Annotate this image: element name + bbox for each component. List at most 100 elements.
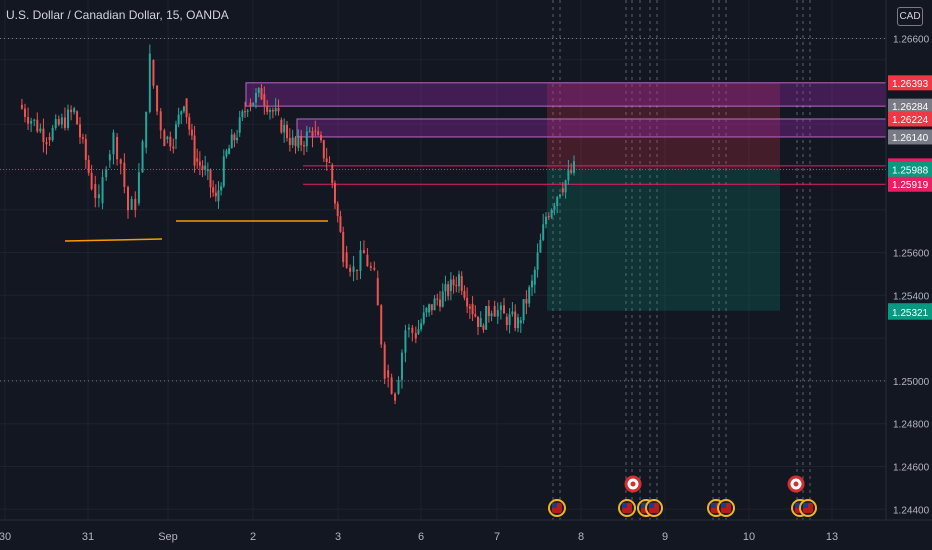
candle-body	[236, 137, 239, 141]
candle-body	[397, 379, 400, 394]
candle-body	[479, 318, 482, 327]
candle-body	[241, 111, 244, 118]
horizontal-lines[interactable]	[0, 38, 886, 382]
flag-canton-icon	[803, 503, 808, 508]
time-tick-label: 10	[743, 531, 755, 543]
candle-body	[81, 137, 84, 139]
candle-body	[328, 162, 331, 164]
maple-leaf-icon	[793, 481, 799, 487]
candle-body	[97, 194, 100, 199]
candle-body	[317, 131, 320, 135]
chart-grid	[0, 0, 886, 520]
price-tick-label: 1.24600	[893, 463, 930, 474]
candle-body	[156, 85, 159, 112]
candle-body	[67, 109, 70, 128]
candle-body	[525, 299, 528, 304]
candle-body	[503, 305, 505, 314]
price-tag-label: 1.26284	[892, 102, 929, 113]
candle-body	[116, 136, 119, 160]
candle-body	[425, 308, 428, 313]
candle-body	[294, 137, 297, 147]
price-tick-label: 1.25400	[893, 291, 930, 302]
candle-body	[222, 156, 225, 187]
candle-body	[39, 128, 42, 132]
candle-body	[362, 250, 365, 254]
candle-body	[349, 267, 352, 272]
candle-body	[271, 109, 274, 112]
candle-body	[447, 284, 450, 297]
candle-body	[352, 266, 355, 272]
candle-body	[407, 327, 410, 330]
candle-body	[230, 134, 233, 149]
candle-body	[342, 231, 345, 263]
flag-canton-icon	[711, 503, 716, 508]
candle-body	[511, 311, 514, 315]
candle-body	[439, 299, 441, 307]
candle-body	[196, 158, 199, 162]
candle-body	[283, 124, 286, 133]
time-tick-label: 6	[418, 531, 424, 543]
candle-body	[345, 252, 348, 268]
maple-leaf-icon	[630, 481, 636, 487]
candle-body	[45, 142, 48, 145]
candle-body	[519, 320, 522, 324]
flag-canton-icon	[552, 503, 557, 508]
candle-body	[51, 127, 54, 141]
candle-body	[30, 120, 33, 124]
candle-body	[257, 88, 260, 93]
candle-body	[60, 117, 63, 125]
candle-body	[522, 299, 525, 321]
candle-body	[119, 159, 122, 164]
candle-body	[514, 311, 517, 329]
candle-body	[487, 306, 490, 317]
candle-body	[249, 102, 252, 106]
economic-event-markers[interactable]	[548, 475, 817, 517]
time-axis[interactable]: 30 31 Sep 2 3 6 7 8 9 10 13	[0, 519, 932, 550]
candle-body	[101, 177, 104, 204]
candle-body	[411, 327, 414, 334]
candle-body	[458, 274, 460, 287]
candle-body	[553, 205, 556, 210]
candle-body	[430, 304, 433, 311]
candle-body	[471, 303, 474, 315]
candle-body	[531, 280, 533, 288]
candle-body	[417, 329, 420, 334]
candle-body	[528, 287, 531, 304]
candle-body	[57, 119, 60, 125]
price-tag-label: 1.25919	[892, 180, 929, 191]
candle-body	[180, 111, 183, 115]
time-tick-label: 9	[662, 531, 668, 543]
candle-body	[482, 325, 485, 330]
candle-body	[288, 138, 291, 145]
candle-body	[63, 117, 66, 128]
candle-body	[573, 161, 575, 173]
candle-body	[152, 59, 155, 86]
candle-body	[542, 224, 545, 240]
time-tick-label: Sep	[158, 531, 178, 543]
time-tick-label: 8	[578, 531, 584, 543]
candle-body	[33, 119, 36, 121]
price-tag-label: 1.25321	[892, 308, 929, 319]
candle-body	[225, 150, 228, 157]
candle-body	[169, 136, 172, 147]
chart-title: U.S. Dollar / Canadian Dollar, 15, OANDA	[6, 8, 229, 22]
candle-body	[204, 165, 207, 170]
candle-body	[182, 106, 185, 112]
candle-body	[193, 135, 196, 166]
candle-body	[130, 198, 133, 210]
currency-badge[interactable]: CAD	[897, 7, 923, 26]
candle-body	[190, 129, 193, 136]
candle-body	[188, 117, 191, 130]
price-axis[interactable]: 1.26600 1.25600 1.25400 1.25000 1.24800 1.246…	[885, 0, 932, 520]
candle-body	[339, 216, 342, 232]
candle-body	[331, 164, 334, 184]
price-tag-label: 1.25988	[892, 165, 929, 176]
time-tick-label: 13	[826, 531, 838, 543]
candle-body	[134, 198, 137, 210]
price-tick-label: 1.25600	[893, 249, 930, 260]
candle-body	[300, 135, 303, 146]
candle-body	[567, 170, 570, 181]
candle-body	[297, 135, 300, 148]
candle-body	[441, 291, 444, 307]
